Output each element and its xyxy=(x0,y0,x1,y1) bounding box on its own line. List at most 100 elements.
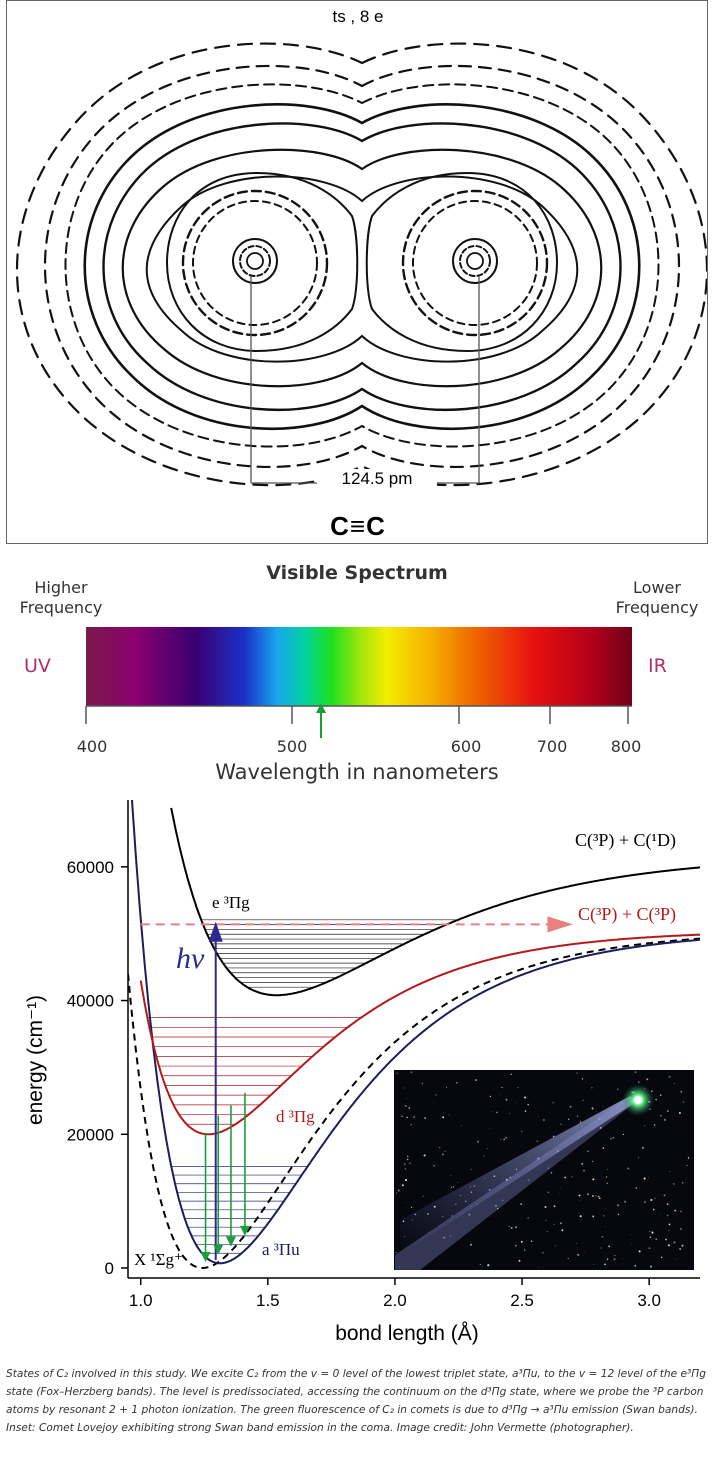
star xyxy=(445,1086,448,1088)
star xyxy=(406,1116,408,1119)
star xyxy=(510,1226,513,1229)
state-label-d: d ³Πg xyxy=(276,1107,315,1126)
state-label-x: X ¹Σg⁺ xyxy=(134,1250,183,1269)
outer-contour-dashed-2 xyxy=(44,64,680,469)
star xyxy=(669,1171,671,1173)
bond-length-label: 124.5 pm xyxy=(317,469,437,489)
star xyxy=(652,1208,655,1211)
dissociation-arrowhead xyxy=(547,916,573,933)
star xyxy=(544,1205,547,1209)
star xyxy=(617,1213,620,1216)
lower-frequency-label: Lower Frequency xyxy=(600,578,714,618)
star xyxy=(483,1155,485,1157)
star xyxy=(579,1215,582,1218)
right-inner-shell-2 xyxy=(412,200,538,326)
star xyxy=(554,1245,556,1247)
density-plot-title: ts , 8 e xyxy=(332,7,384,26)
star xyxy=(682,1101,685,1103)
star xyxy=(502,1199,504,1201)
left-core-1 xyxy=(232,238,278,284)
star xyxy=(477,1140,480,1143)
star xyxy=(443,1236,446,1239)
density-contour-plot xyxy=(16,42,707,487)
star xyxy=(438,1146,441,1149)
star xyxy=(668,1223,671,1226)
star xyxy=(450,1235,452,1237)
star xyxy=(583,1170,585,1172)
star xyxy=(637,1156,639,1158)
star xyxy=(410,1123,412,1126)
star xyxy=(495,1204,497,1207)
star xyxy=(569,1105,572,1108)
star xyxy=(497,1207,499,1210)
star xyxy=(515,1226,517,1228)
star xyxy=(649,1230,651,1232)
star xyxy=(500,1139,502,1140)
star xyxy=(406,1098,408,1099)
star xyxy=(421,1082,424,1085)
star xyxy=(442,1153,444,1156)
left-core-3 xyxy=(246,252,264,270)
right-atom-contour xyxy=(365,171,559,353)
star xyxy=(505,1098,508,1101)
star xyxy=(650,1198,653,1202)
star xyxy=(643,1177,646,1180)
star xyxy=(608,1245,610,1248)
star xyxy=(592,1215,595,1218)
star xyxy=(559,1193,561,1194)
y-tick-label-3: 60000 xyxy=(67,858,114,877)
star xyxy=(602,1147,605,1149)
star xyxy=(537,1266,539,1268)
star xyxy=(634,1071,637,1073)
potential-energy-diagram: 0 20000 40000 60000 1.0 1.5 2.0 2.5 3.0 energy … xyxy=(24,800,700,1345)
spectrum-color-bar xyxy=(86,627,632,706)
star xyxy=(461,1124,463,1126)
potential-curve-e xyxy=(170,807,700,997)
star xyxy=(432,1101,434,1103)
star xyxy=(620,1125,622,1127)
star xyxy=(659,1114,662,1117)
state-label-a: a ³Πu xyxy=(262,1240,300,1259)
star xyxy=(681,1181,684,1184)
bond-contour-1 xyxy=(83,103,641,431)
star xyxy=(673,1083,675,1085)
star xyxy=(673,1241,676,1244)
star xyxy=(560,1188,562,1189)
spectrum-title: Visible Spectrum xyxy=(266,562,448,584)
star xyxy=(672,1183,675,1185)
y-ticks: 0 20000 40000 60000 xyxy=(67,858,128,1278)
left-inner-shell-1 xyxy=(181,189,329,337)
star xyxy=(623,1258,624,1260)
star xyxy=(649,1236,652,1238)
star xyxy=(470,1168,472,1170)
star xyxy=(612,1136,615,1139)
left-atom-contour xyxy=(165,171,359,353)
star xyxy=(527,1103,530,1106)
star xyxy=(496,1111,498,1114)
bond-contour-2 xyxy=(102,122,622,412)
star xyxy=(622,1133,625,1136)
star xyxy=(547,1191,550,1194)
potential-curves xyxy=(128,800,700,1269)
star xyxy=(602,1105,604,1107)
star xyxy=(580,1200,581,1201)
star xyxy=(395,1251,397,1254)
star xyxy=(517,1087,519,1089)
star xyxy=(410,1071,413,1074)
potential-curve-a xyxy=(130,800,700,1265)
star xyxy=(610,1137,612,1140)
star xyxy=(595,1111,597,1112)
star xyxy=(527,1217,530,1219)
star xyxy=(631,1234,632,1235)
star xyxy=(659,1214,660,1216)
star xyxy=(413,1116,416,1119)
star xyxy=(599,1127,602,1129)
star xyxy=(468,1213,471,1216)
asymptote-label-3p3p: C(³P) + C(³P) xyxy=(578,904,676,925)
star xyxy=(508,1225,511,1228)
star xyxy=(435,1094,437,1096)
star xyxy=(538,1116,539,1117)
star xyxy=(524,1110,527,1112)
star xyxy=(410,1206,413,1209)
star xyxy=(627,1167,630,1170)
